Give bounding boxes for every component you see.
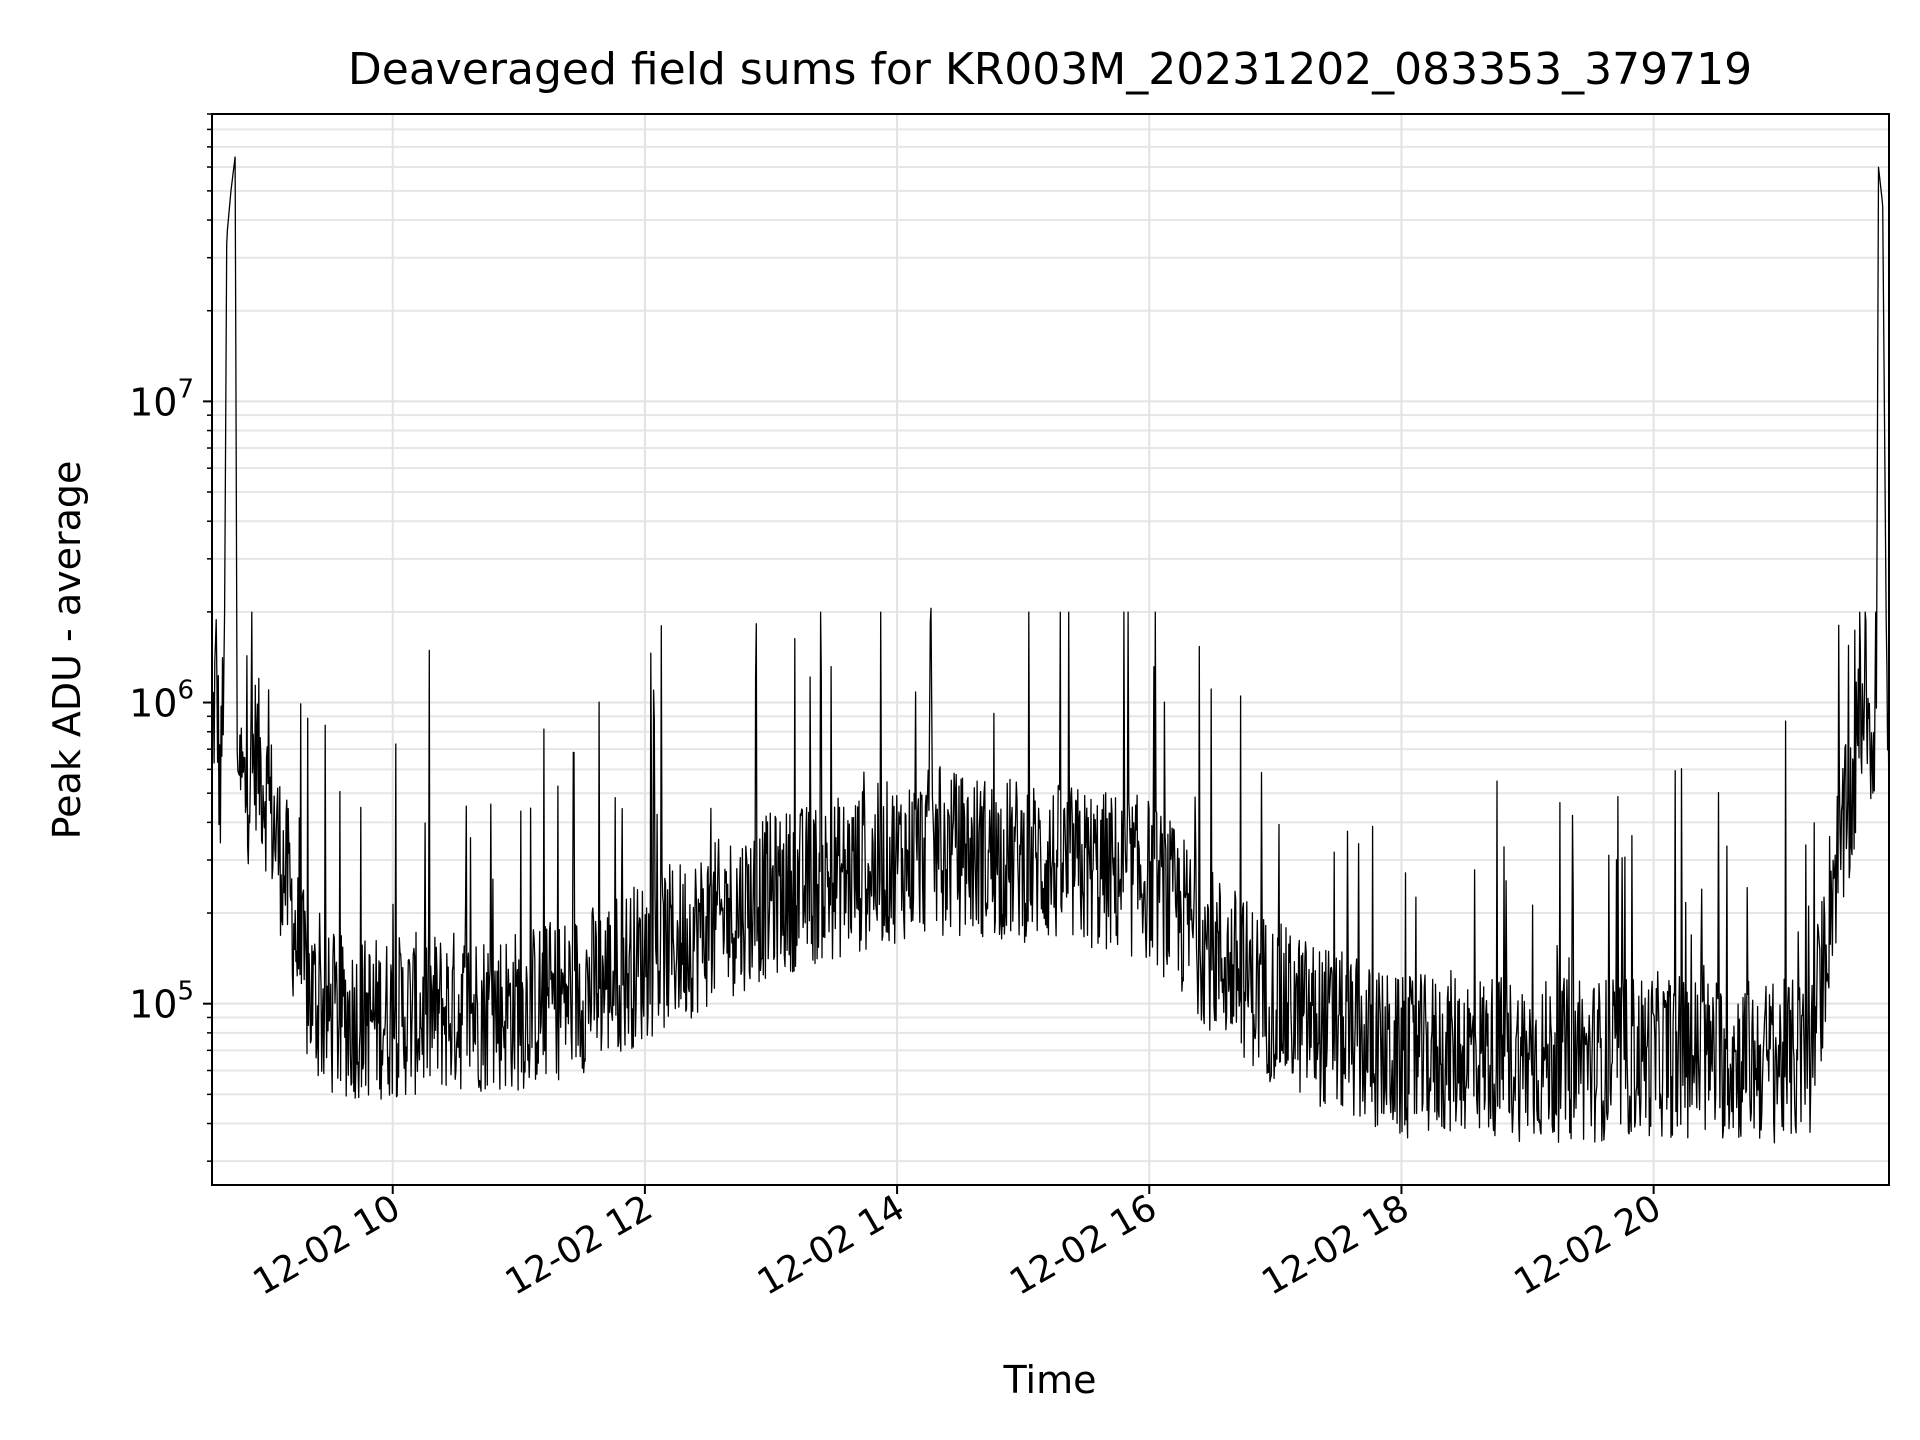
plot-frame [211, 113, 1890, 1186]
ticks [203, 113, 1655, 1194]
series-layer [211, 156, 1890, 1144]
y-tick-exponent: 6 [177, 676, 194, 706]
y-tick-label: 106 [129, 676, 194, 726]
y-tick-label: 105 [129, 977, 194, 1027]
y-axis-label: Peak ADU - average [45, 461, 89, 840]
y-tick-base: 10 [129, 983, 177, 1027]
x-axis-label: Time [1003, 1358, 1097, 1402]
chart-title: Deaveraged field sums for KR003M_2023120… [348, 44, 1752, 95]
y-tick-base: 10 [129, 682, 177, 726]
y-tick-exponent: 5 [177, 977, 194, 1007]
y-tick-exponent: 7 [177, 374, 194, 404]
series-line [211, 156, 1890, 1144]
y-tick-base: 10 [129, 380, 177, 424]
y-tick-label: 107 [129, 374, 194, 424]
